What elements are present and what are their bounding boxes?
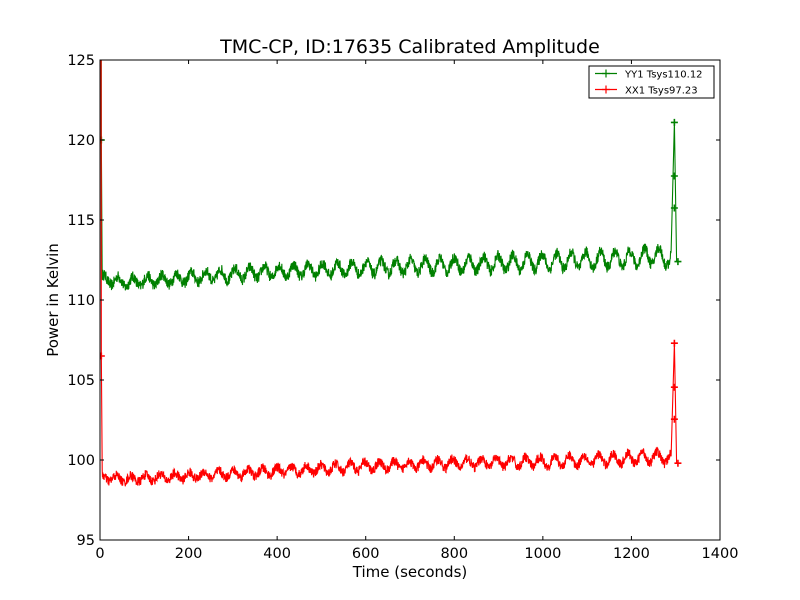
legend-marker-1 xyxy=(602,85,610,94)
x-tick-label: 1200 xyxy=(613,546,650,562)
series-layer xyxy=(100,60,682,487)
legend-marker-0 xyxy=(602,69,610,78)
y-tick-label: 105 xyxy=(67,373,95,389)
y-tick-label: 95 xyxy=(77,533,95,549)
x-tick-label: 0 xyxy=(95,546,104,562)
legend-label-1: XX1 Tsys97.23 xyxy=(625,86,698,97)
y-tick-label: 125 xyxy=(67,53,95,69)
x-tick-label: 800 xyxy=(440,546,468,562)
series-marker-0 xyxy=(674,258,682,266)
legend-box xyxy=(588,65,715,99)
x-tick-label: 1400 xyxy=(702,546,739,562)
series-line-0 xyxy=(100,60,678,291)
legend: YY1 Tsys110.12 XX1 Tsys97.23 xyxy=(588,65,715,99)
plot-area xyxy=(100,60,720,540)
series-line-1 xyxy=(100,60,678,487)
series-marker-1 xyxy=(100,352,105,360)
x-tick-label: 600 xyxy=(352,546,380,562)
series-marker-1 xyxy=(674,459,682,467)
x-axis: 0 200 400 600 800 1000 1200 1400 xyxy=(95,60,738,562)
chart-title: TMC-CP, ID:17635 Calibrated Amplitude xyxy=(219,36,600,58)
x-axis-label: Time (seconds) xyxy=(352,563,468,581)
y-axis-label: Power in Kelvin xyxy=(44,243,62,357)
series-marker-1 xyxy=(670,415,678,423)
series-marker-1 xyxy=(670,383,678,391)
series-marker-0 xyxy=(670,118,678,126)
series-marker-0 xyxy=(670,172,678,180)
x-tick-label: 400 xyxy=(263,546,291,562)
y-axis: 95 100 105 110 115 120 125 xyxy=(67,53,720,549)
series-marker-0 xyxy=(670,204,678,212)
x-tick-label: 1000 xyxy=(524,546,561,562)
legend-label-0: YY1 Tsys110.12 xyxy=(624,70,703,81)
y-tick-label: 100 xyxy=(67,453,95,469)
series-marker-1 xyxy=(670,339,678,347)
y-tick-label: 110 xyxy=(67,293,95,309)
y-tick-label: 120 xyxy=(67,133,95,149)
x-tick-label: 200 xyxy=(175,546,203,562)
y-tick-label: 115 xyxy=(67,213,95,229)
